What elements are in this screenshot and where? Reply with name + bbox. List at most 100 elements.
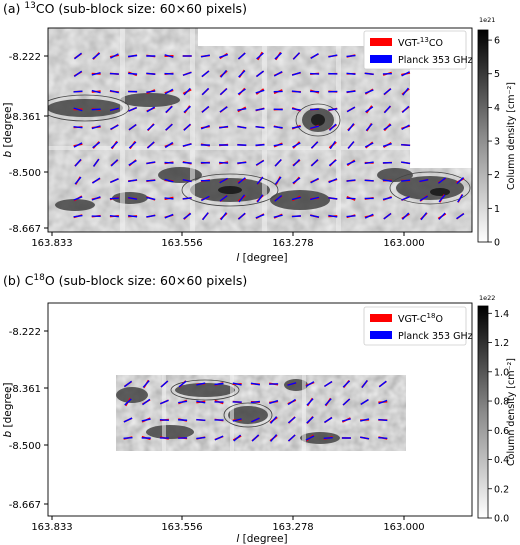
planck-vector: [109, 178, 119, 184]
planck-vector: [128, 106, 138, 112]
planck-vector: [456, 213, 465, 220]
planck-vector: [292, 177, 301, 184]
planck-vector: [342, 380, 351, 388]
planck-vector: [232, 418, 242, 422]
planck-vector: [328, 108, 338, 111]
colorbar-tick-label: 0.4: [494, 455, 509, 466]
planck-vector: [142, 380, 150, 388]
planck-vector: [401, 212, 410, 220]
planck-vector: [200, 124, 210, 130]
planck-vector: [291, 108, 301, 111]
planck-vector: [201, 195, 210, 202]
panel-a-vectors: [73, 51, 465, 221]
planck-vector: [165, 105, 173, 113]
planck-vector: [232, 382, 242, 386]
planck-vector: [364, 142, 374, 148]
planck-vector: [401, 195, 411, 201]
planck-vector: [341, 418, 351, 422]
planck-vector: [146, 214, 156, 218]
planck-vector: [378, 380, 387, 388]
planck-vector: [141, 418, 151, 422]
panel-a-ylabel: b [degree]: [2, 103, 14, 158]
planck-vector: [159, 399, 169, 405]
planck-vector: [346, 179, 356, 182]
panel-b-ytick-label: -8.222: [9, 327, 41, 338]
colorbar-tick-label: 0.0: [494, 514, 509, 525]
planck-vector: [274, 159, 282, 167]
planck-vector: [306, 416, 314, 424]
planck-vector: [273, 70, 283, 77]
planck-vector: [146, 90, 156, 93]
planck-vector: [110, 159, 119, 167]
planck-vector: [238, 194, 246, 203]
planck-vector: [346, 72, 356, 75]
planck-vector: [201, 87, 210, 96]
planck-vector: [383, 105, 391, 114]
planck-vector: [219, 125, 229, 129]
panel-a-ytick-label: -8.500: [9, 168, 41, 179]
planck-vector: [274, 176, 282, 185]
planck-vector: [382, 143, 392, 147]
panel-b-ylabel: b [degree]: [2, 383, 14, 438]
planck-vector: [91, 125, 101, 130]
planck-vector: [329, 140, 336, 150]
planck-vector: [146, 161, 156, 165]
planck-vector: [457, 194, 464, 203]
planck-vector: [274, 52, 282, 60]
planck-vector: [256, 176, 264, 185]
panel-a: (a) 13CO (sub-block size: 60×60 pixels): [2, 1, 517, 264]
planck-vector: [291, 196, 301, 201]
planck-vector: [255, 125, 265, 129]
planck-vector: [109, 197, 119, 200]
planck-vector: [273, 214, 283, 218]
planck-vector: [310, 214, 320, 218]
panel-b-xtick-label: 163.000: [383, 522, 424, 533]
planck-vector: [365, 123, 373, 132]
legend-entry: VGT-C18O: [398, 312, 443, 325]
planck-vector: [401, 161, 411, 165]
planck-vector: [219, 177, 228, 184]
panel-a-xtick-label: 163.000: [383, 238, 424, 249]
planck-vector: [219, 106, 228, 113]
planck-vector: [255, 144, 265, 146]
legend-swatch-red: [370, 314, 392, 322]
panel-a-xtick-label: 163.556: [161, 238, 202, 249]
legend-swatch-blue: [370, 55, 392, 63]
planck-vector: [401, 105, 410, 114]
colorbar-tick-label: 3: [494, 137, 500, 148]
planck-vector: [270, 434, 278, 442]
planck-vector: [74, 158, 82, 167]
planck-vector: [73, 142, 83, 148]
planck-vector: [164, 54, 174, 58]
planck-vector: [74, 52, 82, 60]
colorbar-tick-label: 1.2: [494, 338, 509, 349]
planck-vector: [165, 123, 173, 131]
planck-vector: [383, 212, 392, 220]
colorbar-tick-label: 0.6: [494, 426, 509, 437]
planck-vector: [287, 398, 296, 406]
planck-vector: [291, 90, 301, 93]
planck-vector: [347, 141, 355, 149]
planck-vector: [183, 105, 192, 113]
planck-vector: [346, 54, 356, 58]
planck-vector: [73, 70, 83, 77]
planck-vector: [328, 178, 338, 184]
planck-vector: [324, 398, 332, 406]
planck-vector: [342, 398, 351, 406]
planck-vector: [123, 437, 133, 439]
planck-vector: [437, 177, 447, 184]
planck-vector: [196, 419, 206, 421]
panel-a-xtick-label: 163.278: [272, 238, 313, 249]
planck-vector: [182, 71, 192, 76]
panel-b: (b) C18O (sub-block size: 60×60 pixels): [2, 273, 517, 545]
planck-vector: [128, 179, 138, 183]
panel-a-ytick-label: -8.361: [9, 112, 41, 123]
planck-vector: [438, 194, 446, 203]
colorbar-label: Column density [cm⁻²]: [506, 82, 517, 190]
planck-vector: [310, 125, 320, 130]
panel-b-axes-frame: [47, 302, 473, 517]
planck-vector: [92, 141, 101, 149]
planck-vector: [364, 72, 374, 75]
planck-vector: [328, 214, 338, 218]
